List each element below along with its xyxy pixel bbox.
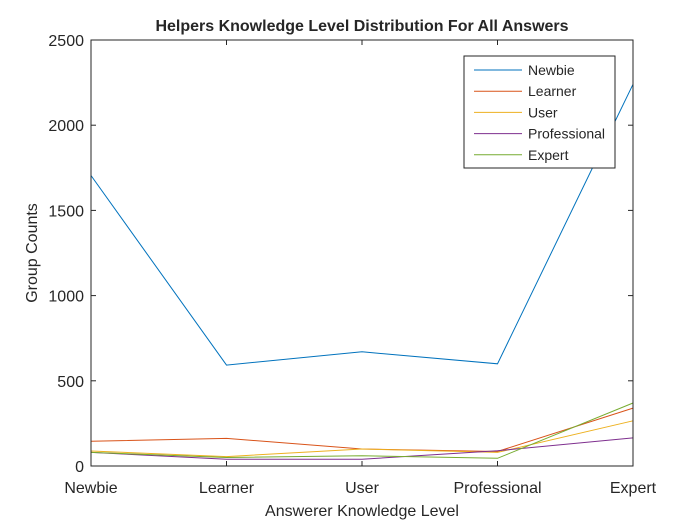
legend-label: Expert	[528, 147, 569, 163]
y-axis-label: Group Counts	[24, 203, 41, 303]
series-line-professional	[90, 437, 634, 460]
x-axis-label: Answerer Knowledge Level	[265, 503, 459, 520]
y-tick-label: 2000	[48, 118, 84, 135]
series-line-user	[90, 420, 634, 458]
legend-label: Newbie	[528, 62, 575, 78]
series-layer	[90, 84, 634, 460]
chart-title: Helpers Knowledge Level Distribution For…	[155, 18, 568, 35]
legend-label: User	[528, 104, 558, 120]
legend-label: Learner	[528, 83, 577, 99]
axes-layer: Newbie Learner User Professional Expert 0 500 1…	[48, 33, 656, 497]
y-tick-label: 500	[57, 374, 84, 391]
x-tick-label: Learner	[199, 480, 255, 497]
x-tick-label: User	[345, 480, 379, 497]
series-line-newbie	[90, 84, 634, 366]
x-tick-label: Newbie	[64, 480, 117, 497]
x-tick-label: Expert	[610, 480, 657, 497]
series-line-expert	[90, 402, 634, 459]
x-tick-label: Professional	[453, 480, 541, 497]
legend-label: Professional	[528, 126, 605, 142]
y-tick-label: 1500	[48, 203, 84, 220]
y-tick-label: 2500	[48, 33, 84, 50]
y-tick-label: 1000	[48, 289, 84, 306]
y-tick-label: 0	[75, 459, 84, 476]
legend: Newbie Learner User Professional Expert	[463, 55, 616, 169]
